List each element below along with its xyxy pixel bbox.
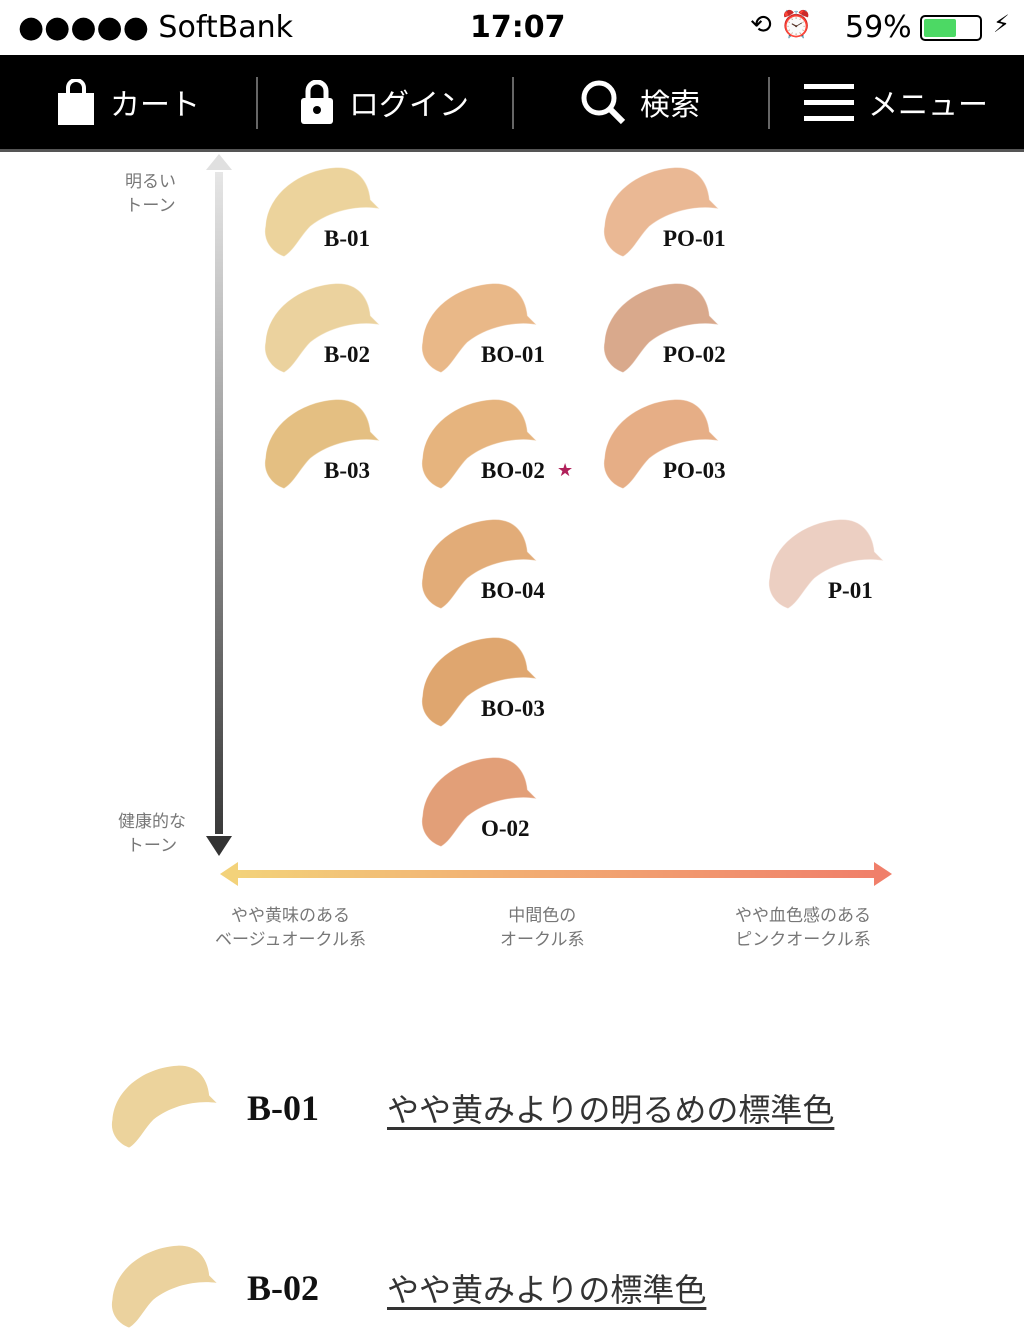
swatch-shape [264, 283, 380, 373]
carrier: ●●●●● SoftBank [18, 10, 293, 45]
nav-cart-label: カート [110, 88, 200, 123]
swatch-shape [603, 167, 719, 257]
clock: 17:07 [470, 10, 566, 45]
shade-swatch[interactable]: BO-01 [415, 280, 595, 380]
axis-arrow-down [206, 836, 232, 856]
lock-icon [301, 80, 333, 124]
nav-login[interactable]: ログイン [256, 55, 512, 149]
shade-swatch[interactable]: B-01 [258, 164, 438, 264]
x-axis-label-right: やや血色感のある ピンクオークル系 [735, 906, 871, 950]
rotation-lock-icon: ⟲ ⏰ [750, 10, 813, 40]
swatch-shape [768, 519, 884, 609]
charging-icon: ⚡ [993, 10, 1010, 38]
shade-list-item: B-02 やや黄みよりの標準色 [105, 1242, 706, 1334]
shade-swatch[interactable]: BO-03 [415, 634, 595, 734]
axis-arrow-up [206, 154, 232, 170]
shade-description-link[interactable]: やや黄みよりの標準色 [387, 1271, 707, 1309]
swatch-label: BO-03 [481, 696, 545, 721]
shade-swatch[interactable]: BO-04 [415, 516, 595, 616]
shade-list-item: B-01 やや黄みよりの明るめの標準色 [105, 1062, 834, 1154]
swatch-label: P-01 [828, 578, 873, 603]
shade-swatch[interactable]: O-02 [415, 754, 595, 854]
swatch-shape [421, 283, 537, 373]
swatch-label: B-02 [324, 342, 370, 367]
shade-code: B-02 [247, 1268, 319, 1308]
shade-swatch[interactable]: PO-03 [597, 396, 777, 496]
battery-icon [920, 15, 982, 41]
shade-swatch[interactable]: PO-01 [597, 164, 777, 264]
swatch-shape [264, 399, 380, 489]
vertical-axis-line [215, 172, 223, 834]
recommended-star-icon: ★ [557, 460, 574, 481]
x-axis-label-left: やや黄味のある ベージュオークル系 [215, 906, 366, 950]
menu-icon [804, 84, 854, 121]
shade-swatch[interactable]: B-03 [258, 396, 438, 496]
swatch-shape [111, 1245, 217, 1328]
axis-arrow-left [220, 862, 238, 886]
shade-chart: 明るい トーン 健康的な トーン やや黄味のある ベージュオークル系 中間色の … [0, 152, 1024, 972]
swatch-label: B-01 [324, 226, 370, 251]
nav-search-label: 検索 [640, 88, 700, 123]
swatch-label: PO-01 [663, 226, 726, 251]
top-nav: カート ログイン 検索 メニュー [0, 55, 1024, 152]
nav-menu-label: メニュー [868, 88, 988, 123]
axes [206, 154, 892, 886]
swatch-shape [111, 1065, 217, 1148]
swatch-shape [421, 399, 537, 489]
x-axis-label-center: 中間色の オークル系 [500, 906, 585, 950]
status-bar: ●●●●● SoftBank 17:07 ⟲ ⏰ 59% ⚡ [0, 0, 1024, 55]
y-axis-bottom-label: 健康的な トーン [118, 812, 186, 856]
shade-swatch[interactable]: P-01 [762, 516, 942, 616]
shade-swatch[interactable]: B-02 [258, 280, 438, 380]
swatch-label: O-02 [481, 816, 530, 841]
swatch-label: PO-02 [663, 342, 726, 367]
swatch-label: BO-04 [481, 578, 545, 603]
swatch-label: BO-02 [481, 458, 545, 483]
swatch-shape [421, 757, 537, 847]
shade-swatch[interactable]: PO-02 [597, 280, 777, 380]
swatch-shape [603, 283, 719, 373]
nav-login-label: ログイン [349, 88, 469, 123]
swatch-label: PO-03 [663, 458, 726, 483]
nav-menu[interactable]: メニュー [768, 55, 1024, 149]
search-icon [581, 80, 626, 125]
y-axis-top-label: 明るい トーン [125, 172, 176, 216]
swatch-label: B-03 [324, 458, 370, 483]
swatch-shape [603, 399, 719, 489]
shopping-bag-icon [58, 79, 94, 125]
shade-swatch[interactable]: BO-02 ★ [415, 396, 595, 496]
swatch-shape [421, 519, 537, 609]
swatch-label: BO-01 [481, 342, 545, 367]
shade-code: B-01 [247, 1088, 319, 1128]
horizontal-axis-line [236, 870, 876, 878]
axis-arrow-right [874, 862, 892, 886]
nav-search[interactable]: 検索 [512, 55, 768, 149]
nav-cart[interactable]: カート [0, 55, 256, 149]
battery-percent: 59% [845, 10, 912, 45]
swatch-shape [421, 637, 537, 727]
swatch-shape [264, 167, 380, 257]
shade-description-link[interactable]: やや黄みよりの明るめの標準色 [387, 1091, 835, 1129]
